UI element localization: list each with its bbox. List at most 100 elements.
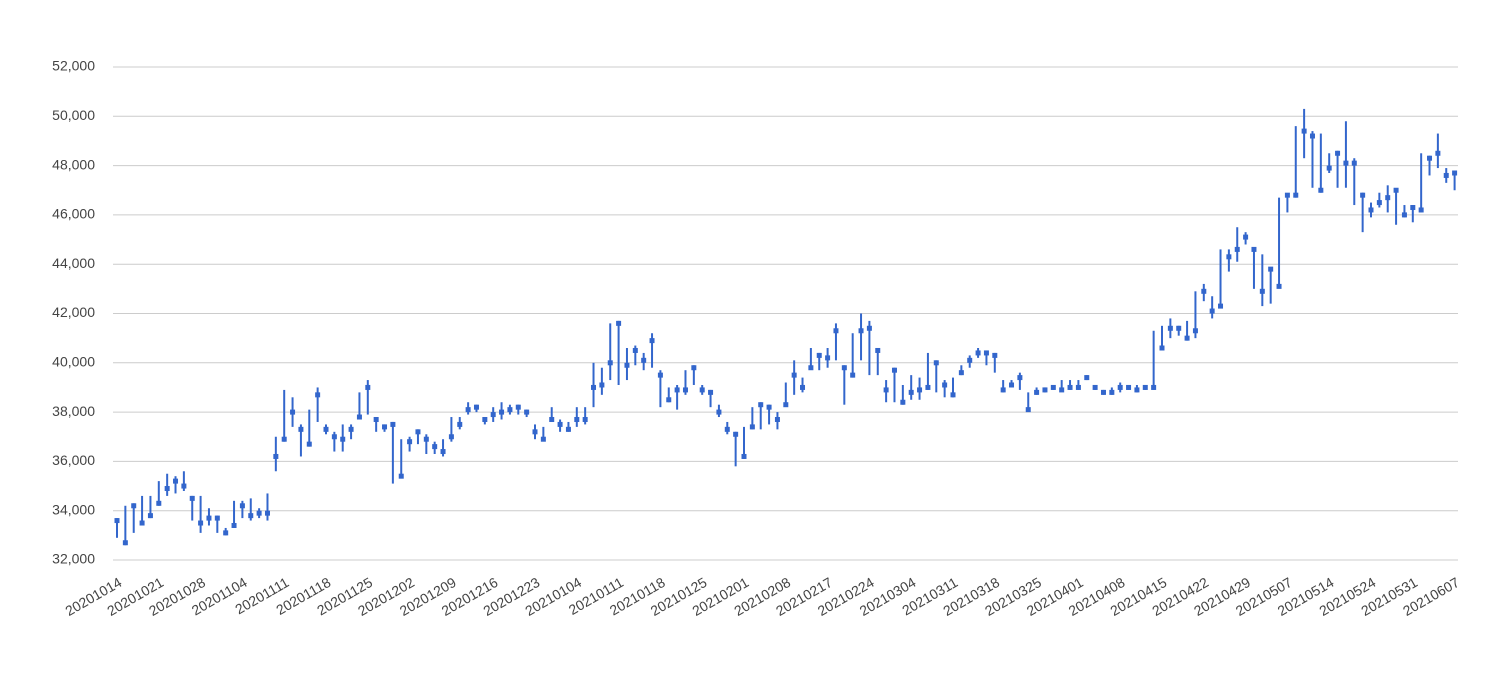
candle-body bbox=[415, 429, 421, 435]
candle-body bbox=[122, 540, 128, 546]
candle-body bbox=[499, 409, 505, 415]
candle-body bbox=[808, 365, 814, 371]
candle-body bbox=[733, 431, 739, 437]
candle-body bbox=[1385, 195, 1391, 201]
candle-body bbox=[983, 350, 989, 356]
candle-body bbox=[616, 320, 622, 326]
candle-body bbox=[950, 392, 956, 398]
candle-body bbox=[1243, 234, 1249, 240]
candle-body bbox=[532, 429, 538, 435]
candle-body bbox=[741, 453, 747, 459]
candle-body bbox=[1418, 207, 1424, 213]
candle-body bbox=[883, 387, 889, 393]
y-tick-label: 38,000 bbox=[52, 403, 95, 419]
candle-body bbox=[139, 520, 145, 526]
candle-body bbox=[1034, 389, 1040, 395]
candle-body bbox=[917, 387, 923, 393]
candle-body bbox=[382, 424, 388, 430]
candle-body bbox=[958, 370, 964, 376]
candle-body bbox=[465, 407, 471, 413]
candle-body bbox=[1126, 384, 1132, 390]
candle-body bbox=[348, 426, 354, 432]
candle-body bbox=[1067, 384, 1073, 390]
candle-body bbox=[1176, 325, 1182, 331]
candle-body bbox=[816, 352, 822, 358]
candle-body bbox=[591, 384, 597, 390]
candle-body bbox=[264, 510, 270, 516]
candle-body bbox=[783, 402, 789, 408]
candle-body bbox=[774, 416, 780, 422]
candle-body bbox=[147, 513, 153, 519]
candle-body bbox=[306, 441, 312, 447]
y-tick-label: 40,000 bbox=[52, 354, 95, 370]
candle-body bbox=[1351, 160, 1357, 166]
candle-body bbox=[173, 478, 179, 484]
candle-body bbox=[1276, 283, 1282, 289]
candle-body bbox=[231, 522, 237, 528]
candle-body bbox=[933, 360, 939, 366]
candle-body bbox=[1335, 150, 1341, 156]
candle-body bbox=[833, 328, 839, 334]
candle-body bbox=[841, 365, 847, 371]
candle-body bbox=[1075, 384, 1081, 390]
candle-body bbox=[1401, 212, 1407, 218]
candle-body bbox=[1100, 389, 1106, 395]
candle-body bbox=[1251, 246, 1257, 252]
y-tick-label: 42,000 bbox=[52, 304, 95, 320]
candle-body bbox=[766, 404, 772, 410]
candle-body bbox=[1268, 266, 1274, 272]
candle-body bbox=[290, 409, 296, 415]
candle-body bbox=[164, 486, 170, 492]
candle-body bbox=[482, 416, 488, 422]
candle-body bbox=[1050, 384, 1056, 390]
candle-body bbox=[975, 350, 981, 356]
candle-body bbox=[1284, 192, 1290, 198]
candle-body bbox=[398, 473, 404, 479]
candle-body bbox=[1443, 172, 1449, 178]
candle-body bbox=[1259, 288, 1265, 294]
candle-body bbox=[632, 347, 638, 353]
candle-body bbox=[607, 360, 613, 366]
candle-body bbox=[131, 503, 137, 509]
candle-body bbox=[490, 412, 496, 418]
candle-body bbox=[524, 409, 530, 415]
candle-body bbox=[365, 384, 371, 390]
candle-body bbox=[1318, 187, 1324, 193]
candle-body bbox=[239, 503, 245, 509]
candle-body bbox=[214, 515, 220, 521]
candle-body bbox=[256, 510, 262, 516]
candle-body bbox=[565, 426, 571, 432]
candle-body bbox=[549, 416, 555, 422]
candle-body bbox=[900, 399, 906, 405]
candle-body bbox=[1009, 382, 1015, 388]
y-tick-label: 44,000 bbox=[52, 255, 95, 271]
candle-body bbox=[825, 355, 831, 361]
candle-body bbox=[448, 434, 454, 440]
y-tick-label: 50,000 bbox=[52, 107, 95, 123]
candle-body bbox=[866, 325, 872, 331]
candle-body bbox=[574, 416, 580, 422]
candle-body bbox=[1017, 375, 1023, 381]
candle-body bbox=[1427, 155, 1433, 161]
candle-body bbox=[925, 384, 931, 390]
candle-body bbox=[557, 421, 563, 427]
candle-body bbox=[649, 338, 655, 344]
y-tick-label: 48,000 bbox=[52, 156, 95, 172]
candle-body bbox=[273, 453, 279, 459]
candle-body bbox=[791, 372, 797, 378]
candle-body bbox=[724, 426, 730, 432]
candle-body bbox=[1167, 325, 1173, 331]
candle-body bbox=[758, 402, 764, 408]
y-tick-label: 52,000 bbox=[52, 58, 95, 74]
candle-body bbox=[1134, 387, 1140, 393]
candle-body bbox=[674, 387, 680, 393]
candle-body bbox=[858, 328, 864, 334]
candle-body bbox=[1218, 303, 1224, 309]
candle-body bbox=[691, 365, 697, 371]
candle-body bbox=[1000, 387, 1006, 393]
candle-body bbox=[340, 436, 346, 442]
candle-body bbox=[1109, 389, 1115, 395]
candle-body bbox=[1343, 160, 1349, 166]
candle-body bbox=[624, 362, 630, 368]
candle-body bbox=[641, 357, 647, 363]
